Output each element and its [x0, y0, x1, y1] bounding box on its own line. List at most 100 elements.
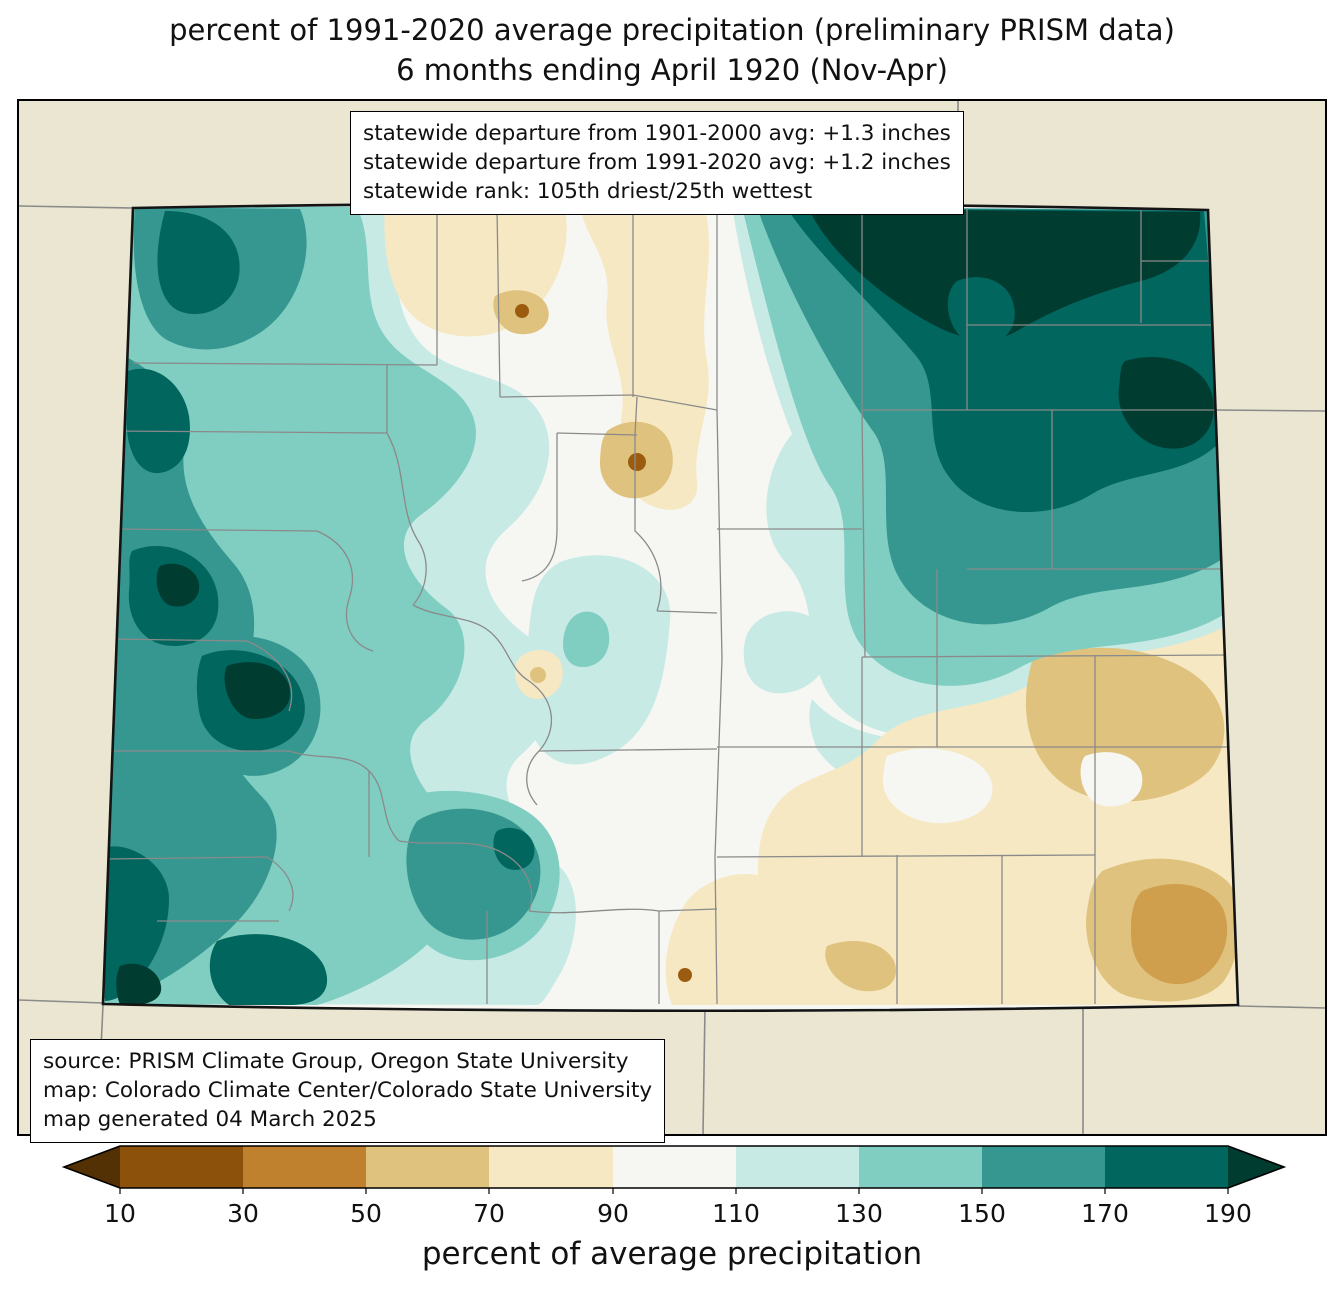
colorbar-label: percent of average precipitation — [421, 1236, 923, 1272]
colorbar-segment — [859, 1146, 983, 1188]
county-line — [316, 530, 374, 652]
colorbar-left-arrow — [64, 1146, 120, 1188]
county-line — [634, 435, 662, 612]
tick-label: 70 — [473, 1199, 505, 1228]
county-line — [538, 748, 718, 752]
county-line — [556, 432, 638, 436]
contour-darkest-teal — [116, 209, 1214, 1005]
colorbar-segment — [982, 1146, 1105, 1188]
contour — [665, 873, 789, 1005]
tick-label: 10 — [104, 1199, 136, 1228]
state-line — [702, 1006, 706, 1135]
statewide-stats-box: statewide departure from 1901-2000 avg: … — [350, 111, 964, 215]
tick-label: 150 — [958, 1199, 1006, 1228]
state-line — [18, 205, 134, 209]
contour — [825, 941, 896, 992]
contour-tan-core — [1130, 883, 1228, 985]
colorbar-segment — [243, 1146, 367, 1188]
colorbar-segment — [489, 1146, 614, 1188]
colorbar-segment — [366, 1146, 490, 1188]
county-line — [132, 362, 438, 366]
state-line — [1237, 1005, 1326, 1009]
contour — [103, 349, 277, 999]
colorbar-right-arrow — [1228, 1146, 1284, 1188]
stats-line-1: statewide departure from 1901-2000 avg: … — [363, 121, 951, 146]
tick-label: 110 — [712, 1199, 760, 1228]
colorbar-segment — [736, 1146, 860, 1188]
contour — [1080, 752, 1143, 807]
tick-label: 170 — [1081, 1199, 1129, 1228]
county-line — [861, 409, 866, 658]
contour — [580, 207, 709, 510]
contour — [882, 748, 993, 824]
contour — [1118, 357, 1214, 449]
contour-white-inclusions — [882, 748, 1143, 824]
county-line — [246, 640, 293, 712]
county-line — [398, 840, 533, 912]
county-line — [716, 854, 1096, 858]
colorbar-svg: 10 30 50 70 90 110 130 150 170 190 — [61, 1145, 1287, 1228]
tick-label: 130 — [835, 1199, 883, 1228]
county-line — [105, 856, 268, 860]
contour — [103, 846, 169, 1001]
tick-label: 30 — [227, 1199, 259, 1228]
contour — [1130, 883, 1228, 985]
tick-label: 50 — [350, 1199, 382, 1228]
contour — [116, 963, 162, 1005]
credits-line-2: map: Colorado Climate Center/Colorado St… — [43, 1078, 653, 1103]
colorbar-tick-labels: 10 30 50 70 90 110 130 150 170 190 — [104, 1199, 1252, 1228]
contour — [743, 611, 829, 694]
county-line — [521, 433, 558, 582]
state-line — [18, 999, 104, 1004]
county-line — [114, 430, 388, 434]
tick-label: 190 — [1204, 1199, 1252, 1228]
county-line — [266, 856, 294, 912]
contour — [156, 563, 200, 607]
contour — [809, 209, 1201, 340]
county-line — [386, 432, 427, 606]
county-line — [634, 396, 638, 436]
credits-line-3: map generated 04 March 2025 — [43, 1107, 377, 1132]
contour — [209, 934, 328, 1005]
stats-line-2: statewide departure from 1991-2020 avg: … — [363, 150, 951, 175]
contour — [515, 304, 529, 318]
county-line — [656, 610, 718, 614]
contour — [493, 827, 535, 870]
contour — [126, 368, 190, 474]
stats-line-3: statewide rank: 105th driest/25th wettes… — [363, 179, 813, 204]
county-line — [109, 638, 248, 642]
colorbar-segment — [120, 1146, 244, 1188]
credits-line-1: source: PRISM Climate Group, Oregon Stat… — [43, 1049, 629, 1074]
contour — [530, 667, 546, 683]
contour — [563, 611, 610, 668]
colorbar: 10 30 50 70 90 110 130 150 170 190 — [0, 1140, 1344, 1240]
map-title-line2: 6 months ending April 1920 (Nov-Apr) — [396, 53, 948, 87]
contour — [947, 277, 1015, 345]
map-frame: statewide departure from 1901-2000 avg: … — [17, 99, 1327, 1143]
source-credits-box: source: PRISM Climate Group, Oregon Stat… — [30, 1039, 666, 1143]
contour — [678, 968, 692, 982]
county-line — [632, 394, 718, 411]
map-title-line1: percent of 1991-2020 average precipitati… — [169, 13, 1175, 47]
county-line — [528, 908, 718, 914]
contour — [1025, 647, 1225, 802]
contour — [157, 211, 240, 315]
county-line — [714, 409, 723, 1005]
tick-label: 90 — [597, 1199, 629, 1228]
colorado-precipitation-map — [17, 99, 1327, 1136]
county-line — [861, 654, 1237, 658]
colorbar-ticks — [119, 1188, 1229, 1194]
contour-dark-inclusion — [947, 277, 1015, 345]
county-line — [412, 604, 530, 682]
county-boundaries — [105, 207, 1237, 1005]
colorbar-segment — [613, 1146, 737, 1188]
state-line — [1215, 409, 1326, 412]
contour — [628, 453, 646, 471]
contour — [224, 662, 290, 719]
contour-brown-spots — [515, 304, 692, 982]
colorbar-segment — [1105, 1146, 1228, 1188]
county-line — [499, 394, 634, 398]
county-line — [496, 207, 501, 398]
county-line — [111, 528, 318, 532]
